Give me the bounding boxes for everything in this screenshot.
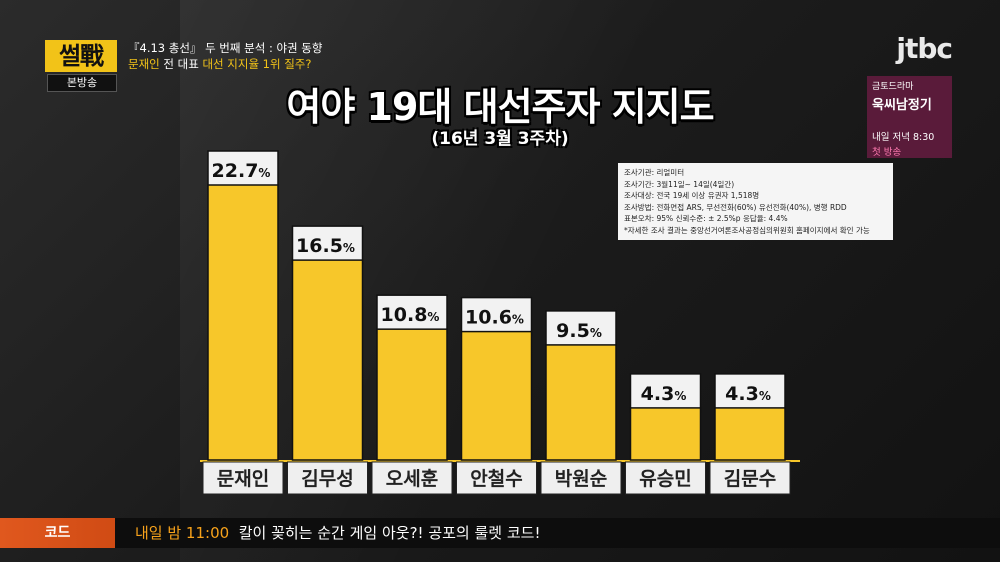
bar-group: 16.5% 김무성 xyxy=(287,225,368,495)
topic-person: 문재인 xyxy=(128,57,160,71)
promo-time: 내일 저녁 8:30 xyxy=(872,132,935,143)
bar xyxy=(714,407,786,461)
topic-caption: 『4.13 총선』 두 번째 분석 : 야권 동향 문재인 전 대표 대선 지지… xyxy=(128,40,322,72)
bar-value-label: 22.7% xyxy=(212,160,271,182)
bar-label-box xyxy=(714,373,786,413)
ticker-message: 칼이 꽂히는 순간 게임 아웃?! 공포의 룰렛 코드! xyxy=(238,524,541,542)
bar-value-label: 4.3% xyxy=(641,383,687,405)
promo-premiere: 첫 방송 xyxy=(872,147,902,158)
chart-subtitle: (16년 3월 3주차) xyxy=(431,129,569,149)
bottom-ticker: 코드 내일 밤 11:00 칼이 꽂히는 순간 게임 아웃?! 공포의 룰렛 코… xyxy=(0,518,1000,548)
category-label-box xyxy=(709,461,791,495)
topic-headline: 대선 지지율 1위 질주? xyxy=(202,57,312,71)
bar xyxy=(460,330,533,461)
chart-title: 여야 19대 대선주자 지지도 xyxy=(286,85,714,129)
survey-info-box: 조사기관: 리얼미터 조사기간: 3월11일~ 14일(4일간) 조사대상: 전… xyxy=(618,163,893,240)
bar-group: 10.6% 안철수 xyxy=(456,296,537,495)
bar-value-label: 4.3% xyxy=(725,383,771,405)
category-label: 오세훈 xyxy=(386,467,438,490)
survey-info-line: 조사방법: 전화면접 ARS, 무선전화(60%) 유선전화(40%), 병행 … xyxy=(624,202,847,212)
bar xyxy=(207,184,279,461)
category-label: 유승민 xyxy=(639,468,691,490)
bar-group: 10.8% 오세훈 xyxy=(371,294,453,495)
ticker-time: 내일 밤 11:00 xyxy=(135,524,230,542)
category-label-box xyxy=(202,461,284,495)
survey-info-line: 표본오차: 95% 신뢰수준: ± 2.5%p 응답율: 4.4% xyxy=(624,214,788,223)
category-label: 문재인 xyxy=(217,468,269,490)
bar-value-label: 10.8% xyxy=(381,304,440,326)
category-label-box xyxy=(287,461,368,495)
bar-group: 4.3% 유승민 xyxy=(625,373,706,495)
promo-title: 욱씨남정기 xyxy=(872,98,932,113)
bar-value-label: 9.5% xyxy=(556,320,602,342)
category-label: 박원순 xyxy=(555,468,607,490)
bar-group: 9.5% 박원순 xyxy=(540,310,622,495)
show-logo: 썰戰 xyxy=(45,40,117,80)
bar-group: 22.7% 문재인 xyxy=(202,150,284,495)
bar-label-box xyxy=(376,294,448,334)
channel-logo: jtbc xyxy=(896,32,953,65)
bar xyxy=(291,259,364,461)
survey-info-line: 조사대상: 전국 19세 이상 유권자 1,518명 xyxy=(624,191,760,200)
ticker-text: 내일 밤 11:00 칼이 꽂히는 순간 게임 아웃?! 공포의 룰렛 코드! xyxy=(135,518,541,548)
broadcast-label: 본방송 xyxy=(47,74,117,92)
category-label: 김문수 xyxy=(724,468,776,490)
bar-group: 4.3% 김문수 xyxy=(709,373,791,495)
bar-label-box xyxy=(207,150,279,190)
category-label: 김무성 xyxy=(301,468,353,490)
bar-value-label: 16.5% xyxy=(296,235,355,257)
topic-line-1: 『4.13 총선』 두 번째 분석 : 야권 동향 xyxy=(128,41,323,55)
survey-info-line: 조사기관: 리얼미터 xyxy=(624,168,685,177)
promo-box: 금토드라마 욱씨남정기 내일 저녁 8:30 첫 방송 xyxy=(867,76,952,158)
survey-info-line: 조사기간: 3월11일~ 14일(4일간) xyxy=(624,179,735,189)
bar-label-box xyxy=(629,373,702,413)
bar xyxy=(629,407,702,461)
ticker-tag: 코드 xyxy=(0,518,115,548)
category-label-box xyxy=(540,461,622,495)
bar xyxy=(545,344,617,461)
topic-role: 전 대표 xyxy=(159,57,203,71)
survey-info-note: *자세한 조사 결과는 중앙선거여론조사공정심의위원회 홈페이지에서 확인 가능 xyxy=(624,225,870,235)
bar-label-box xyxy=(460,296,533,337)
category-label-box xyxy=(625,461,706,495)
category-label-box xyxy=(456,461,537,495)
bar-label-box xyxy=(291,225,364,265)
bar-value-label: 10.6% xyxy=(465,307,524,329)
category-label-box xyxy=(371,461,453,495)
promo-genre: 금토드라마 xyxy=(872,82,914,92)
category-label: 안철수 xyxy=(470,468,522,490)
show-logo-text: 썰戰 xyxy=(45,40,117,72)
bar xyxy=(376,328,448,461)
topic-line-2: 문재인 전 대표 대선 지지율 1위 질주? xyxy=(128,56,322,72)
